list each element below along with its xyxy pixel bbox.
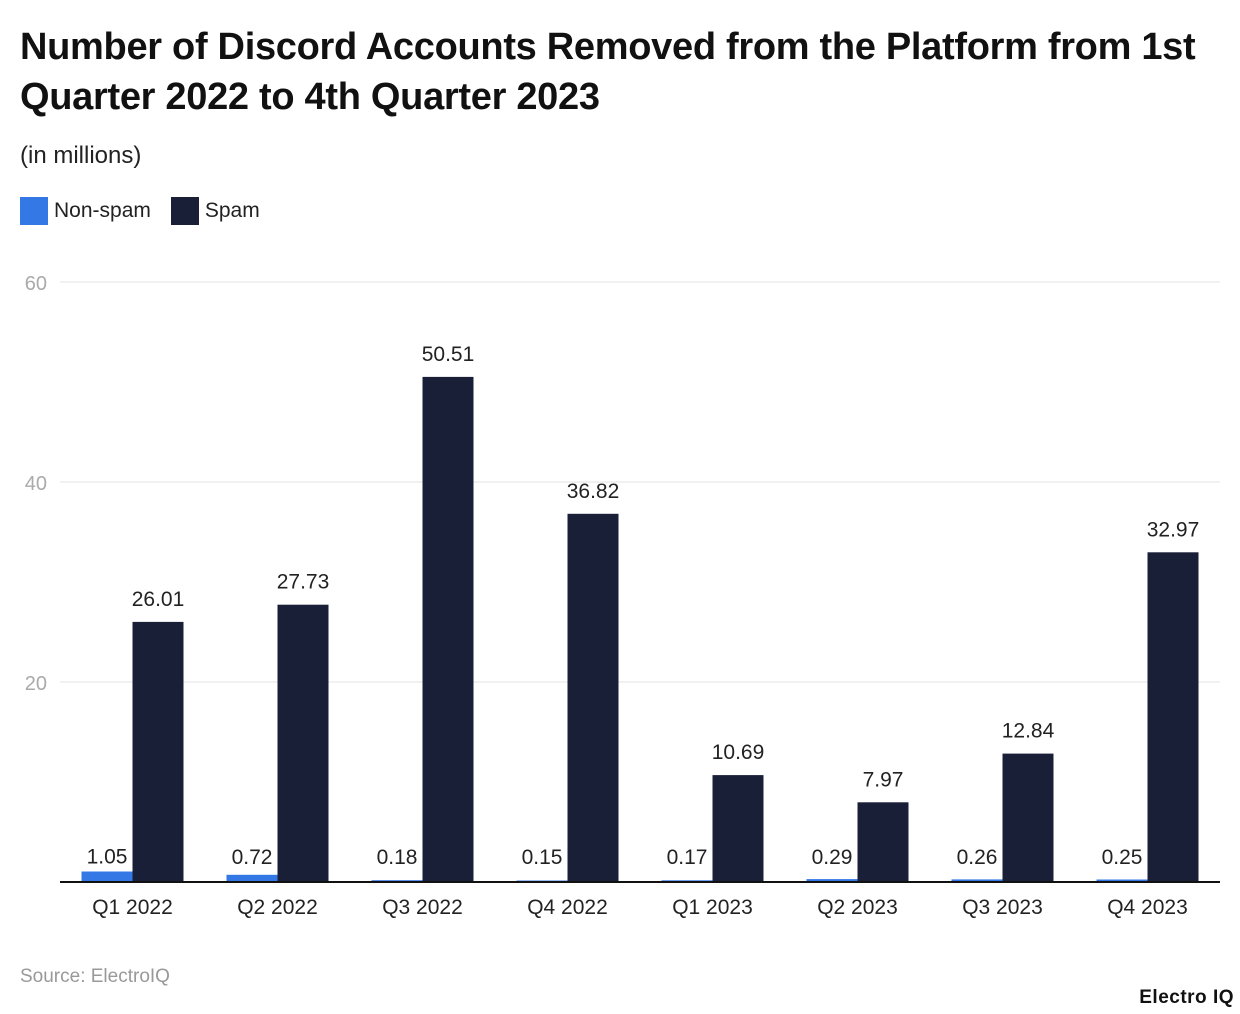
x-tick-label: Q4 2023	[1107, 896, 1188, 919]
x-tick-label: Q3 2023	[962, 896, 1043, 919]
data-label: 0.72	[232, 846, 273, 869]
bar-spam	[1147, 552, 1199, 882]
data-label: 1.05	[87, 846, 128, 869]
data-label: 0.26	[957, 846, 998, 869]
bar-spam	[277, 604, 329, 882]
x-tick-label: Q2 2022	[237, 896, 318, 919]
bar-spam	[422, 376, 474, 882]
brand-logo: Electro IQ	[1139, 987, 1234, 1008]
y-tick-label: 20	[25, 673, 47, 695]
bar-non-spam	[806, 879, 858, 882]
chart-title: Number of Discord Accounts Removed from …	[20, 26, 1196, 118]
bar-non-spam	[951, 879, 1003, 882]
data-label: 0.17	[667, 846, 708, 869]
x-tick-label: Q1 2023	[672, 896, 753, 919]
bar-non-spam	[226, 874, 278, 882]
bar-spam	[1002, 753, 1054, 882]
legend-item-non-spam: Non-spam	[20, 197, 151, 225]
legend-swatch-non-spam	[20, 197, 48, 225]
y-tick-label: 60	[25, 273, 47, 295]
data-label: 10.69	[712, 741, 765, 764]
x-tick-label: Q4 2022	[527, 896, 608, 919]
data-label: 0.29	[812, 846, 853, 869]
data-label: 26.01	[132, 588, 185, 611]
source-note: Source: ElectroIQ	[20, 966, 170, 987]
chart-subtitle: (in millions)	[20, 142, 142, 169]
x-tick-label: Q2 2023	[817, 896, 898, 919]
legend-label-spam: Spam	[204, 199, 260, 222]
data-label: 0.18	[377, 846, 418, 869]
bar-non-spam	[81, 871, 133, 882]
data-label: 27.73	[277, 571, 330, 594]
data-label: 12.84	[1002, 720, 1055, 743]
legend-swatch-spam	[170, 197, 199, 225]
bar-spam	[712, 775, 764, 882]
x-tick-label: Q3 2022	[382, 896, 463, 919]
data-label: 36.82	[567, 480, 620, 503]
legend-label-non-spam: Non-spam	[54, 199, 151, 222]
data-label: 50.51	[422, 343, 475, 366]
legend-item-spam: Spam	[170, 197, 260, 225]
data-label: 0.25	[1102, 846, 1143, 869]
legend: Non-spam Spam	[20, 197, 260, 225]
data-label: 0.15	[522, 846, 563, 869]
y-tick-label: 40	[25, 473, 47, 495]
bar-spam	[857, 802, 909, 882]
x-tick-label: Q1 2022	[92, 896, 173, 919]
bar-non-spam	[1096, 879, 1148, 882]
data-label: 32.97	[1147, 518, 1200, 541]
bar-spam	[132, 621, 184, 882]
bar-spam	[567, 513, 619, 882]
data-label: 7.97	[863, 768, 904, 791]
